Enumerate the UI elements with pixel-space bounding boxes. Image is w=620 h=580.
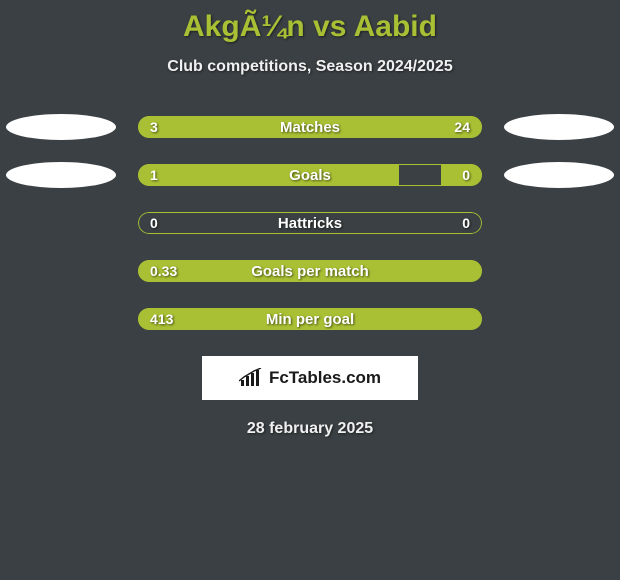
stat-bar: 00Hattricks [138,212,482,234]
team-logo-left [6,114,116,140]
stat-row: 0.33Goals per match [0,260,620,282]
team-logo-left [6,162,116,188]
stat-label: Min per goal [138,308,482,330]
stat-label: Goals [138,164,482,186]
chart-icon [239,368,263,388]
stat-row: 00Hattricks [0,212,620,234]
stat-bar: 0.33Goals per match [138,260,482,282]
stat-row: 324Matches [0,116,620,138]
stat-label: Matches [138,116,482,138]
team-logo-right [504,162,614,188]
stat-row: 413Min per goal [0,308,620,330]
team-logo-right [504,114,614,140]
stat-label: Goals per match [138,260,482,282]
stat-bar: 324Matches [138,116,482,138]
brand-text: FcTables.com [269,368,381,388]
subtitle: Club competitions, Season 2024/2025 [0,58,620,76]
stat-bar: 10Goals [138,164,482,186]
date-label: 28 february 2025 [0,420,620,438]
brand-box: FcTables.com [202,356,418,400]
stat-row: 10Goals [0,164,620,186]
stat-label: Hattricks [138,212,482,234]
page-title: AkgÃ¼n vs Aabid [0,0,620,44]
stat-rows: 324Matches 10Goals 00Hattricks 0.33Goals pe… [0,116,620,330]
stat-bar: 413Min per goal [138,308,482,330]
